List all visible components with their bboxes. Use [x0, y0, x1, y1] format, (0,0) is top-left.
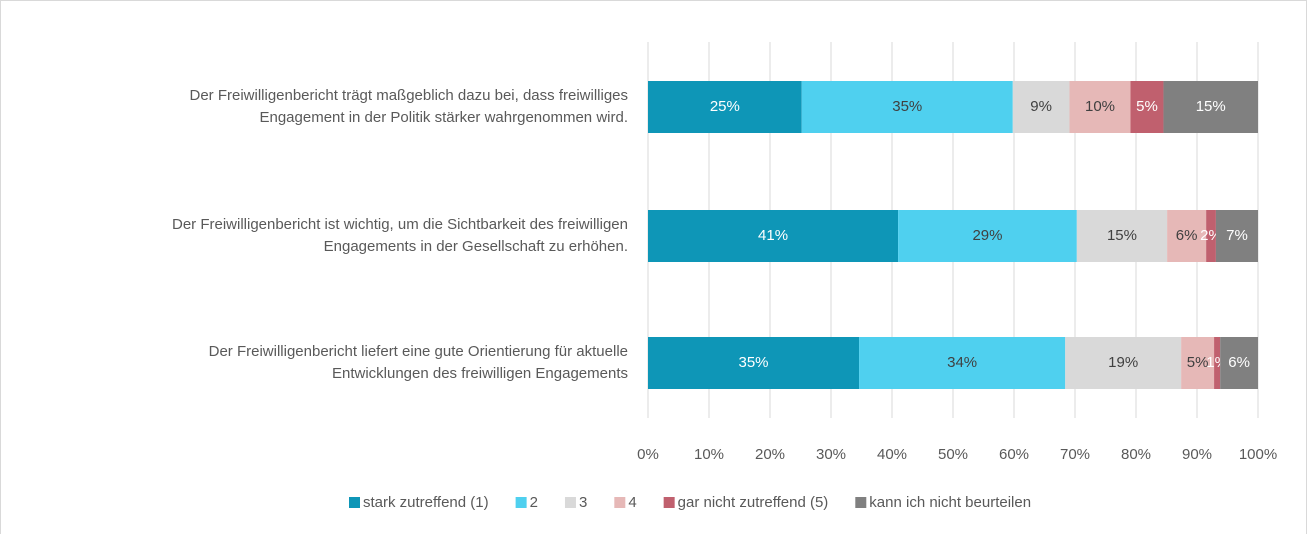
value-label: 34%	[947, 354, 977, 371]
value-label: 10%	[1085, 98, 1115, 115]
legend-label: gar nicht zutreffend (5)	[678, 494, 829, 511]
category-label: Der Freiwilligenbericht trägt maßgeblich…	[189, 87, 628, 126]
bar-segment	[648, 337, 860, 389]
bar-segment	[648, 210, 899, 262]
legend-label: 4	[628, 494, 636, 511]
x-tick-label: 90%	[1182, 446, 1212, 463]
x-tick-label: 30%	[816, 446, 846, 463]
x-tick-label: 80%	[1121, 446, 1151, 463]
bar-segment	[1130, 81, 1164, 133]
value-label: 19%	[1108, 354, 1138, 371]
bar-segment	[1220, 337, 1258, 389]
bar-segment	[801, 81, 1013, 133]
legend-label: kann ich nicht beurteilen	[869, 494, 1031, 511]
legend-swatch	[663, 497, 675, 508]
x-tick-label: 50%	[938, 446, 968, 463]
value-label: 35%	[739, 354, 769, 371]
category-label: Der Freiwilligenbericht ist wichtig, um …	[171, 216, 628, 255]
x-tick-label: 0%	[637, 446, 659, 463]
bar-segment	[648, 81, 802, 133]
legend-swatch	[614, 497, 626, 508]
legend-swatch	[515, 497, 527, 508]
x-tick-label: 20%	[755, 446, 785, 463]
bar-segment	[1214, 337, 1221, 389]
x-tick-label: 70%	[1060, 446, 1090, 463]
bar-segment	[859, 337, 1066, 389]
bar-segment	[1206, 210, 1216, 262]
value-label: 6%	[1176, 227, 1198, 244]
legend-swatch	[855, 497, 867, 508]
x-tick-label: 40%	[877, 446, 907, 463]
value-label: 5%	[1187, 354, 1209, 371]
value-label: 5%	[1136, 98, 1158, 115]
bar-segment	[1215, 210, 1258, 262]
value-label: 41%	[758, 227, 788, 244]
value-label: 25%	[710, 98, 740, 115]
bar-segment	[1163, 81, 1258, 133]
x-tick-label: 100%	[1239, 446, 1277, 463]
legend-label: 2	[530, 494, 538, 511]
bar-segment	[1069, 81, 1131, 133]
legend-label: 3	[579, 494, 587, 511]
category-label: Der Freiwilligenbericht liefert eine gut…	[208, 343, 628, 382]
value-label: 15%	[1107, 227, 1137, 244]
value-label: 15%	[1196, 98, 1226, 115]
x-tick-label: 10%	[694, 446, 724, 463]
value-label: 7%	[1226, 227, 1248, 244]
value-label: 6%	[1228, 354, 1250, 371]
bar-segment	[1076, 210, 1168, 262]
value-label: 9%	[1030, 98, 1052, 115]
bar-segment	[1167, 210, 1207, 262]
bar-segment	[1012, 81, 1070, 133]
legend-swatch	[564, 497, 576, 508]
bar-segment	[1181, 337, 1215, 389]
bar-segment	[1065, 337, 1182, 389]
value-label: 29%	[972, 227, 1002, 244]
x-tick-label: 60%	[999, 446, 1029, 463]
bar-segment	[898, 210, 1077, 262]
legend-label: stark zutreffend (1)	[363, 494, 489, 511]
value-label: 35%	[892, 98, 922, 115]
legend-swatch	[349, 497, 360, 508]
